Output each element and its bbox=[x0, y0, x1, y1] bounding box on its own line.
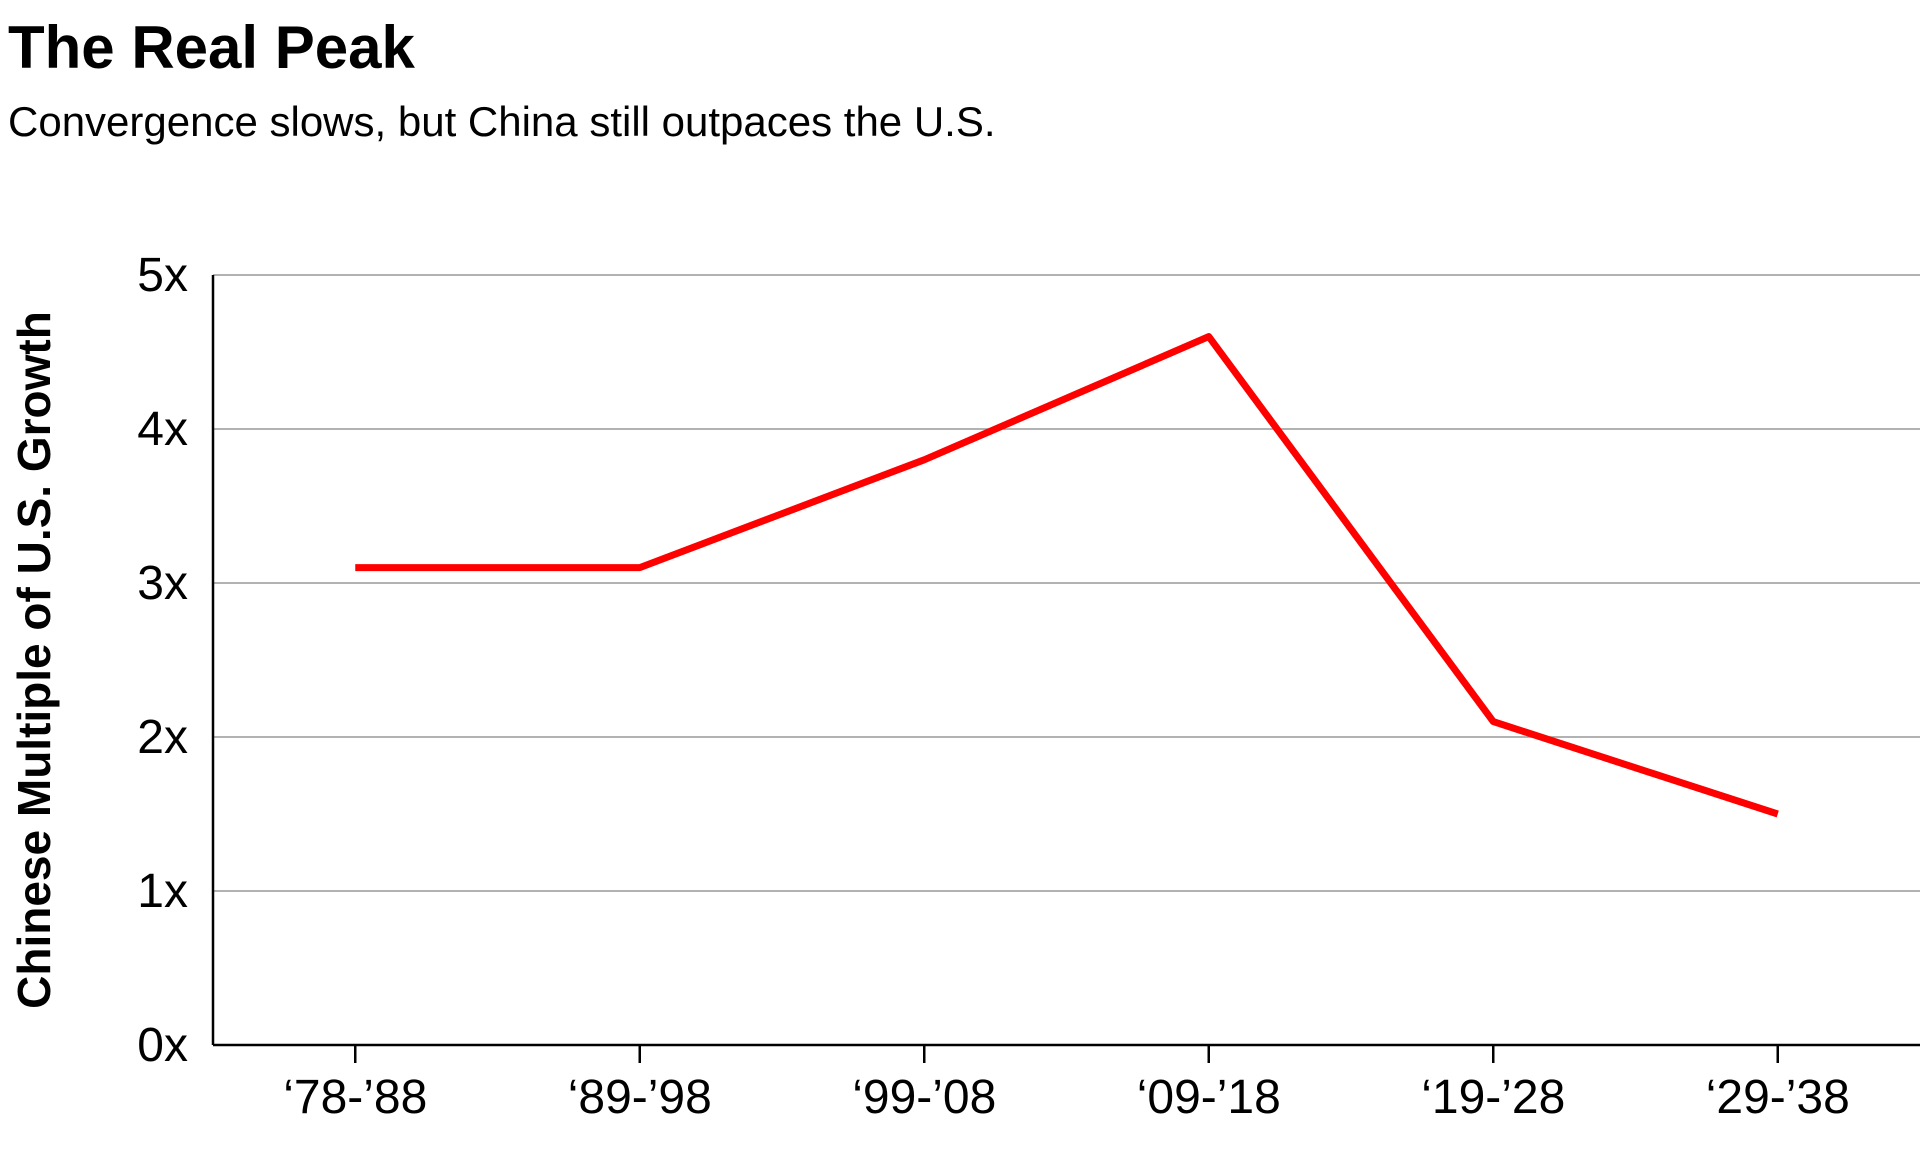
y-axis-label: Chinese Multiple of U.S. Growth bbox=[8, 311, 60, 1009]
x-tick-label: ‘78-’88 bbox=[283, 1071, 427, 1124]
x-tick-label: ‘19-’28 bbox=[1421, 1071, 1565, 1124]
y-tick-label: 1x bbox=[137, 865, 188, 918]
chart-subtitle: Convergence slows, but China still outpa… bbox=[8, 98, 996, 145]
y-tick-label: 3x bbox=[137, 557, 188, 610]
x-tick-label: ‘29-’38 bbox=[1706, 1071, 1850, 1124]
x-tick-label: ‘99-’08 bbox=[852, 1071, 996, 1124]
y-tick-label: 5x bbox=[137, 249, 188, 302]
x-tick-label: ‘89-’98 bbox=[568, 1071, 712, 1124]
data-line bbox=[355, 333, 1779, 818]
chart-title: The Real Peak bbox=[8, 14, 416, 81]
y-tick-label: 4x bbox=[137, 403, 188, 456]
x-tick-label: ‘09-’18 bbox=[1137, 1071, 1281, 1124]
y-tick-label: 2x bbox=[137, 711, 188, 764]
y-tick-label: 0x bbox=[137, 1019, 188, 1072]
